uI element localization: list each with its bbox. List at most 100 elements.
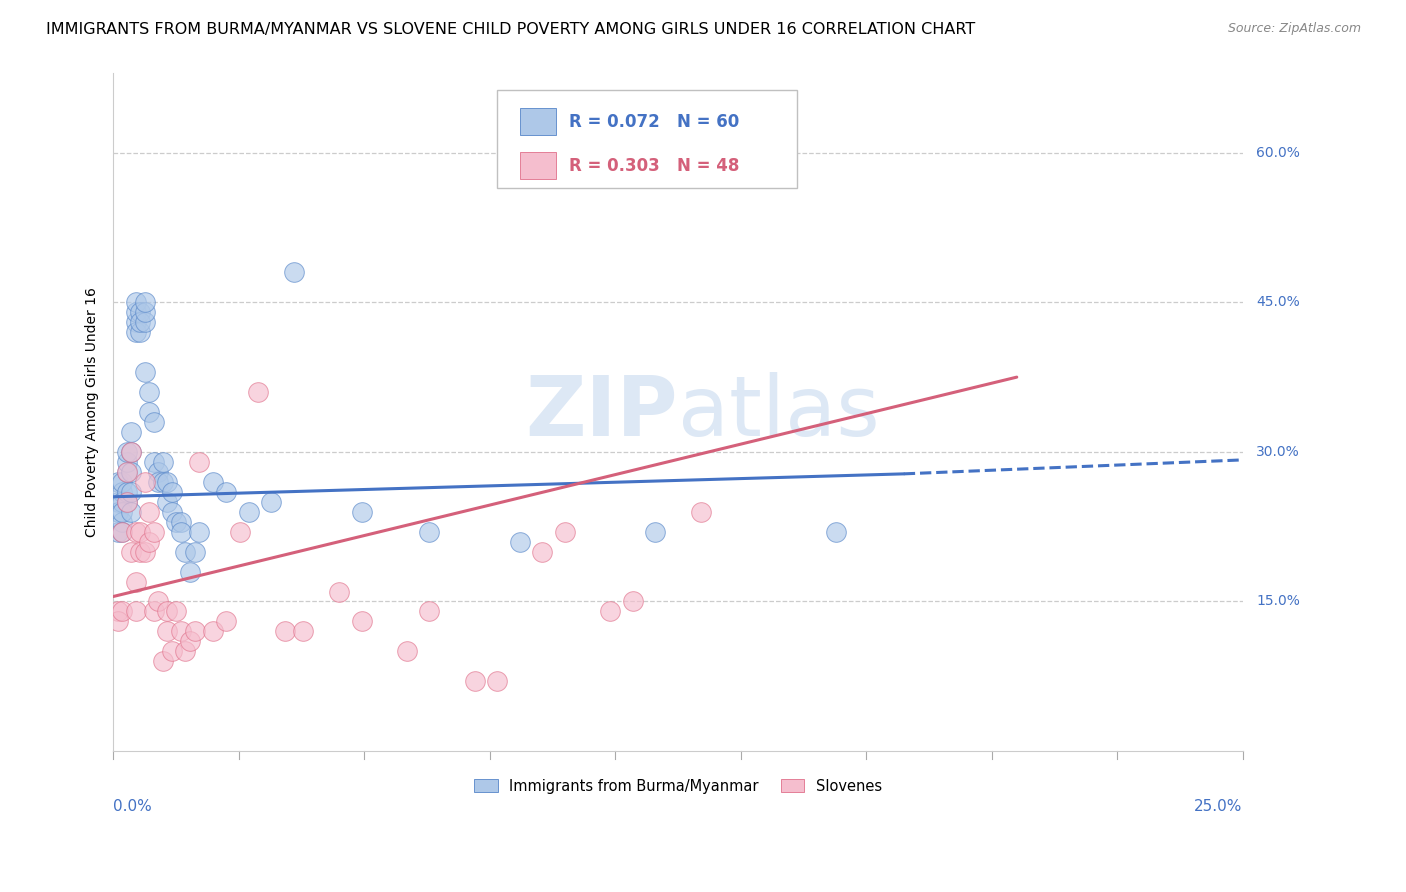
- Point: [115, 484, 138, 499]
- Point: [115, 465, 138, 479]
- Point: [142, 524, 165, 539]
- FancyBboxPatch shape: [520, 108, 555, 136]
- Point: [111, 605, 134, 619]
- Point: [152, 475, 174, 489]
- Point: [170, 515, 193, 529]
- Point: [107, 475, 129, 489]
- Point: [125, 605, 148, 619]
- Point: [134, 315, 156, 329]
- Text: 15.0%: 15.0%: [1256, 594, 1301, 608]
- Point: [183, 624, 205, 639]
- Point: [134, 305, 156, 319]
- Point: [148, 465, 170, 479]
- Point: [107, 605, 129, 619]
- Point: [138, 405, 160, 419]
- Point: [170, 624, 193, 639]
- Point: [174, 544, 197, 558]
- Point: [274, 624, 297, 639]
- Point: [115, 495, 138, 509]
- Point: [170, 524, 193, 539]
- Point: [111, 524, 134, 539]
- Text: IMMIGRANTS FROM BURMA/MYANMAR VS SLOVENE CHILD POVERTY AMONG GIRLS UNDER 16 CORR: IMMIGRANTS FROM BURMA/MYANMAR VS SLOVENE…: [46, 22, 976, 37]
- Point: [174, 644, 197, 658]
- Point: [246, 385, 269, 400]
- Point: [125, 325, 148, 339]
- Point: [115, 465, 138, 479]
- Text: 0.0%: 0.0%: [114, 799, 152, 814]
- Point: [644, 126, 666, 140]
- Text: 45.0%: 45.0%: [1256, 295, 1301, 310]
- Point: [165, 605, 187, 619]
- Point: [125, 524, 148, 539]
- Point: [129, 305, 152, 319]
- Text: R = 0.303   N = 48: R = 0.303 N = 48: [569, 157, 740, 175]
- Point: [138, 385, 160, 400]
- Point: [120, 465, 142, 479]
- Point: [486, 674, 509, 689]
- Point: [111, 475, 134, 489]
- Point: [134, 544, 156, 558]
- Point: [111, 515, 134, 529]
- Point: [107, 615, 129, 629]
- Point: [120, 484, 142, 499]
- Point: [129, 524, 152, 539]
- Point: [115, 455, 138, 469]
- Point: [165, 515, 187, 529]
- Point: [152, 654, 174, 668]
- Point: [142, 605, 165, 619]
- Point: [188, 455, 211, 469]
- Point: [115, 495, 138, 509]
- Point: [689, 505, 711, 519]
- Point: [134, 295, 156, 310]
- Point: [328, 584, 350, 599]
- Point: [120, 445, 142, 459]
- Point: [107, 505, 129, 519]
- Point: [464, 674, 486, 689]
- Point: [156, 475, 179, 489]
- Point: [125, 295, 148, 310]
- Point: [111, 495, 134, 509]
- Point: [156, 624, 179, 639]
- Point: [215, 484, 238, 499]
- Point: [179, 634, 201, 648]
- Point: [125, 315, 148, 329]
- Point: [107, 524, 129, 539]
- Point: [283, 265, 305, 279]
- Point: [156, 605, 179, 619]
- Point: [644, 524, 666, 539]
- Point: [111, 505, 134, 519]
- Point: [107, 495, 129, 509]
- Point: [160, 484, 183, 499]
- Text: 30.0%: 30.0%: [1256, 445, 1301, 458]
- Point: [215, 615, 238, 629]
- Text: atlas: atlas: [678, 372, 880, 452]
- Point: [125, 574, 148, 589]
- Point: [228, 524, 250, 539]
- Point: [111, 524, 134, 539]
- FancyBboxPatch shape: [520, 153, 555, 179]
- Point: [152, 455, 174, 469]
- Point: [148, 594, 170, 608]
- Point: [395, 644, 418, 658]
- Point: [129, 544, 152, 558]
- Point: [120, 445, 142, 459]
- Point: [531, 544, 554, 558]
- Point: [188, 524, 211, 539]
- Text: 25.0%: 25.0%: [1194, 799, 1243, 814]
- Text: R = 0.072   N = 60: R = 0.072 N = 60: [569, 112, 740, 131]
- Point: [599, 605, 621, 619]
- Point: [260, 495, 283, 509]
- Point: [160, 505, 183, 519]
- Point: [148, 475, 170, 489]
- Point: [201, 475, 224, 489]
- Point: [125, 305, 148, 319]
- Point: [350, 505, 373, 519]
- Point: [160, 644, 183, 658]
- Point: [291, 624, 314, 639]
- Point: [120, 425, 142, 439]
- Point: [142, 415, 165, 429]
- Point: [621, 594, 644, 608]
- Point: [418, 524, 440, 539]
- Point: [201, 624, 224, 639]
- Point: [554, 524, 576, 539]
